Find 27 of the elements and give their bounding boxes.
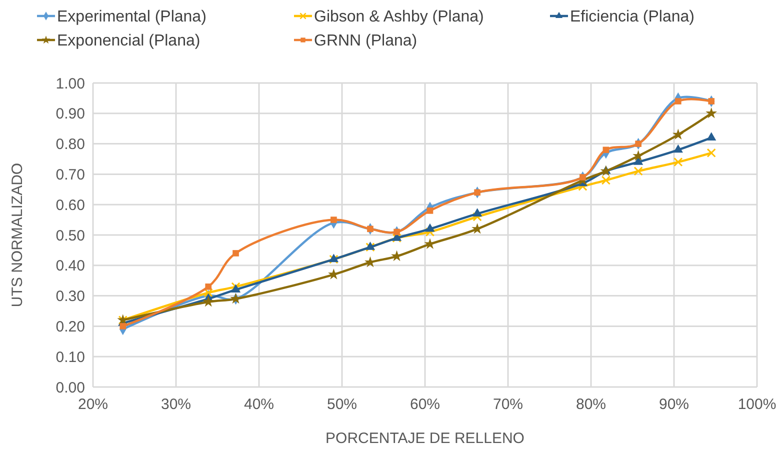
y-tick-label: 0.60 <box>56 196 85 214</box>
y-tick-label: 0.40 <box>56 258 85 275</box>
x-tick-label: 40% <box>244 396 274 413</box>
x-tick-label: 30% <box>160 396 192 413</box>
y-tick-label: 0.30 <box>56 288 85 306</box>
y-tick-label: 0.10 <box>56 348 85 366</box>
x-tick-label: 80% <box>576 396 606 413</box>
x-tick-label: 100% <box>738 396 776 413</box>
legend-label: Experimental (Plana) <box>57 8 206 26</box>
y-tick-label: 0.00 <box>56 379 85 396</box>
y-tick-label: 0.20 <box>56 318 85 336</box>
x-tick-label: 60% <box>410 396 440 413</box>
y-tick-label: 0.80 <box>56 136 85 154</box>
legend-label: GRNN (Plana) <box>314 32 418 50</box>
legend-label: Gibson & Ashby (Plana) <box>314 8 484 26</box>
x-tick-label: 90% <box>658 396 690 413</box>
y-tick-label: 0.90 <box>56 106 85 123</box>
legend-label: Exponencial (Plana) <box>57 32 200 50</box>
legend-label: Eficiencia (Plana) <box>570 8 694 26</box>
x-axis-title: PORCENTAJE DE RELLENO <box>326 430 524 447</box>
y-tick-label: 0.70 <box>56 166 85 184</box>
y-axis-title: UTS NORMALIZADO <box>9 162 26 308</box>
y-tick-label: 1.00 <box>56 75 85 92</box>
x-tick-label: 70% <box>492 396 524 413</box>
y-tick-label: 0.50 <box>56 227 85 244</box>
x-tick-label: 50% <box>326 396 358 413</box>
x-tick-label: 20% <box>78 396 108 413</box>
